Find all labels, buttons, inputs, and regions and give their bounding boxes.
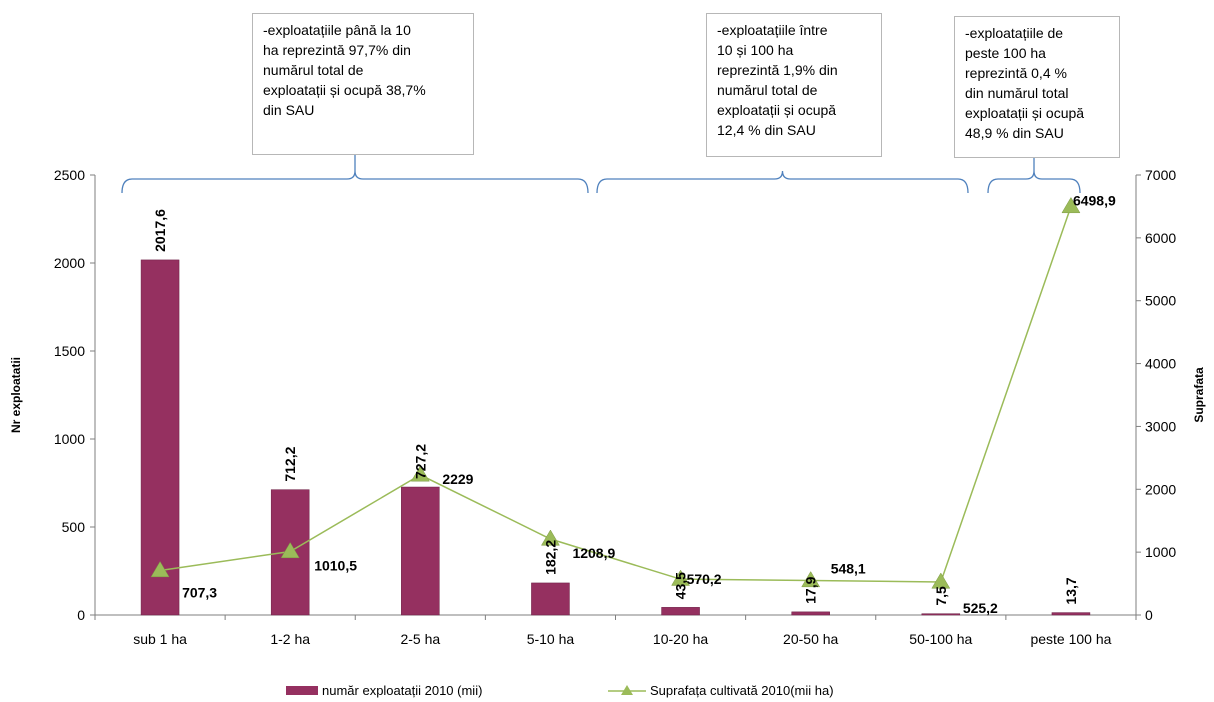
x-tick-label: peste 100 ha (1030, 631, 1111, 647)
bar-data-label: 43,5 (673, 572, 689, 599)
axes: 0 500 1000 1500 2000 2500 0 1000 2000 3000 4000 500… (9, 167, 1206, 647)
x-tick-label: sub 1 ha (133, 631, 187, 647)
x-tick-label: 50-100 ha (909, 631, 972, 647)
line-marker (671, 569, 690, 586)
bar-data-label: 182,2 (542, 540, 558, 575)
line-marker (410, 465, 430, 482)
legend-bar-label: număr exploatații 2010 (mii) (322, 683, 482, 698)
line-marker (801, 571, 821, 588)
line-data-label: 1010,5 (314, 557, 357, 573)
y2-tick-label: 1000 (1145, 544, 1176, 560)
bar-data-label: 17,9 (803, 576, 819, 603)
line-series (150, 197, 1081, 589)
bar (401, 486, 440, 616)
y2-tick-label: 6000 (1145, 230, 1176, 246)
data-labels: 2017,6 712,2 727,2 182,2 43,5 17,9 7,5 13,7 707,… (152, 192, 1116, 615)
line-data-label: 6498,9 (1073, 192, 1116, 208)
callout-small-farms: -exploatațiile până la 10 ha reprezintă … (252, 13, 474, 155)
line-marker (1061, 197, 1081, 214)
callout-medium-farms: -exploatațiile între 10 și 100 ha reprez… (706, 13, 882, 157)
y-tick-label: 2000 (54, 255, 85, 271)
brace-medium-farms (596, 170, 969, 194)
bar (140, 259, 180, 616)
x-tick-label: 20-50 ha (783, 631, 838, 647)
y-tick-label: 2500 (54, 167, 85, 183)
line-data-label: 2229 (442, 471, 473, 487)
y2-tick-label: 0 (1145, 607, 1153, 623)
bar (531, 582, 570, 616)
x-tick-label: 1-2 ha (270, 631, 310, 647)
legend-bar-swatch (286, 686, 318, 695)
bar-data-label: 2017,6 (152, 209, 168, 252)
x-tick-label: 10-20 ha (653, 631, 708, 647)
x-tick-label: 5-10 ha (527, 631, 575, 647)
braces (121, 155, 1081, 194)
bar-data-label: 727,2 (412, 444, 428, 479)
y-tick-label: 500 (62, 519, 86, 535)
y-tick-label: 1500 (54, 343, 85, 359)
legend: număr exploatații 2010 (mii) Suprafața cu… (286, 683, 834, 698)
y2-tick-label: 3000 (1145, 418, 1176, 434)
line-data-label: 707,3 (182, 585, 217, 601)
bar (1051, 612, 1091, 616)
bar (921, 613, 961, 616)
brace-small-farms (121, 170, 589, 194)
y-axis-title: Nr exploatatii (9, 357, 23, 433)
bar-data-label: 712,2 (282, 446, 298, 481)
line-data-label: 570,2 (687, 571, 722, 587)
line-data-label: 525,2 (963, 600, 998, 616)
bar (791, 611, 830, 616)
bar-data-label: 13,7 (1063, 577, 1079, 604)
line-marker (150, 561, 170, 578)
y2-tick-label: 2000 (1145, 481, 1176, 497)
line-marker (931, 572, 951, 589)
callout-large-farms: -exploatațiile de peste 100 ha reprezint… (954, 16, 1120, 158)
y2-tick-label: 5000 (1145, 293, 1176, 309)
line-marker (280, 541, 300, 559)
y-tick-label: 0 (77, 607, 85, 623)
bar-data-label: 7,5 (933, 586, 949, 606)
bars (140, 259, 1091, 616)
y2-tick-label: 7000 (1145, 167, 1176, 183)
y2-tick-label: 4000 (1145, 356, 1176, 372)
line-marker (541, 529, 560, 546)
y2-axis-title: Suprafata (1192, 367, 1206, 423)
brace-large-farms (987, 170, 1081, 194)
x-tick-label: 2-5 ha (400, 631, 440, 647)
y-tick-label: 1000 (54, 431, 85, 447)
line-data-label: 548,1 (831, 561, 866, 577)
legend-line-marker (621, 685, 633, 695)
line-data-label: 1208,9 (572, 545, 615, 561)
series-line (159, 206, 1072, 583)
legend-line-label: Suprafața cultivată 2010(mii ha) (650, 683, 834, 698)
bar (661, 607, 700, 616)
